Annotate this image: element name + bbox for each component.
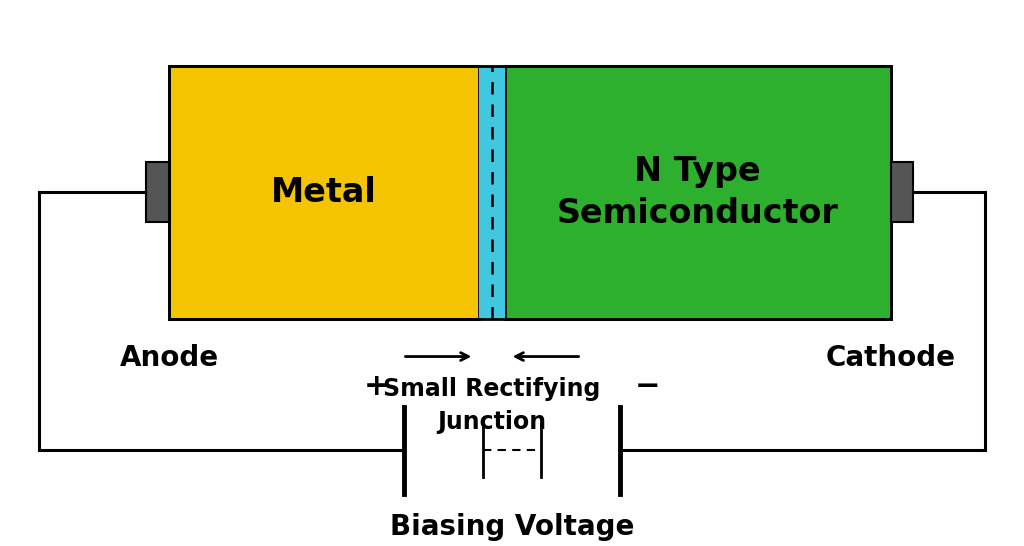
Text: Metal: Metal — [271, 176, 377, 209]
Bar — [169, 66, 891, 319]
Text: Cathode: Cathode — [826, 344, 955, 372]
Text: Anode: Anode — [120, 344, 218, 372]
Bar — [891, 163, 913, 223]
Bar — [146, 163, 169, 223]
Bar — [505, 66, 891, 319]
Bar — [479, 66, 505, 319]
Text: +: + — [364, 372, 389, 401]
Text: Small Rectifying
Junction: Small Rectifying Junction — [383, 377, 601, 434]
Bar — [169, 66, 479, 319]
Text: −: − — [635, 372, 660, 401]
Text: N Type
Semiconductor: N Type Semiconductor — [557, 155, 839, 230]
Text: Biasing Voltage: Biasing Voltage — [390, 513, 634, 541]
